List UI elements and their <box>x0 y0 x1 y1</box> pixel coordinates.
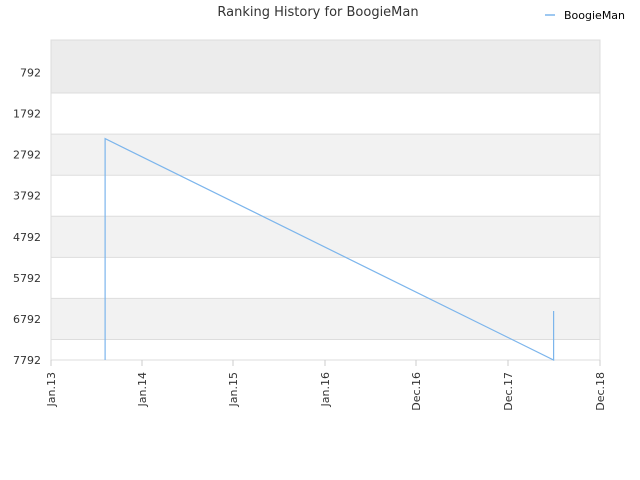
plot-band <box>51 216 600 258</box>
x-tick-label: Jan.16 <box>319 372 332 407</box>
y-tick-label: 2792 <box>13 149 41 162</box>
y-axis-ticks: 792 1792 2792 3792 4792 5792 6792 7792 <box>13 67 41 367</box>
x-tick-label: Jan.13 <box>45 372 58 407</box>
legend: BoogieMan <box>545 9 625 22</box>
y-tick-label: 792 <box>20 67 41 80</box>
y-tick-label: 7792 <box>13 354 41 367</box>
legend-item: BoogieMan <box>564 9 625 22</box>
series-layer <box>104 137 555 361</box>
plot-bands <box>51 40 600 360</box>
x-tick-label: Jan.14 <box>136 372 149 407</box>
plot-band <box>51 134 600 176</box>
x-tick-label: Jan.15 <box>227 372 240 407</box>
y-tick-label: 4792 <box>13 231 41 244</box>
y-tick-label: 6792 <box>13 313 41 326</box>
plot-band <box>51 40 600 94</box>
y-tick-label: 1792 <box>13 108 41 121</box>
y-tick-label: 3792 <box>13 190 41 203</box>
plot-band <box>51 298 600 340</box>
x-tick-label: Dec.17 <box>502 372 515 411</box>
y-tick-label: 5792 <box>13 272 41 285</box>
x-axis-ticks: Jan.13 Jan.14 Jan.15 Jan.16 Dec.16 Dec.17 Dec.… <box>45 360 607 411</box>
chart-title: Ranking History for BoogieMan <box>217 5 418 20</box>
series-line-boogieman <box>104 137 555 361</box>
x-tick-label: Dec.16 <box>410 372 423 411</box>
x-tick-label: Dec.18 <box>594 372 607 411</box>
